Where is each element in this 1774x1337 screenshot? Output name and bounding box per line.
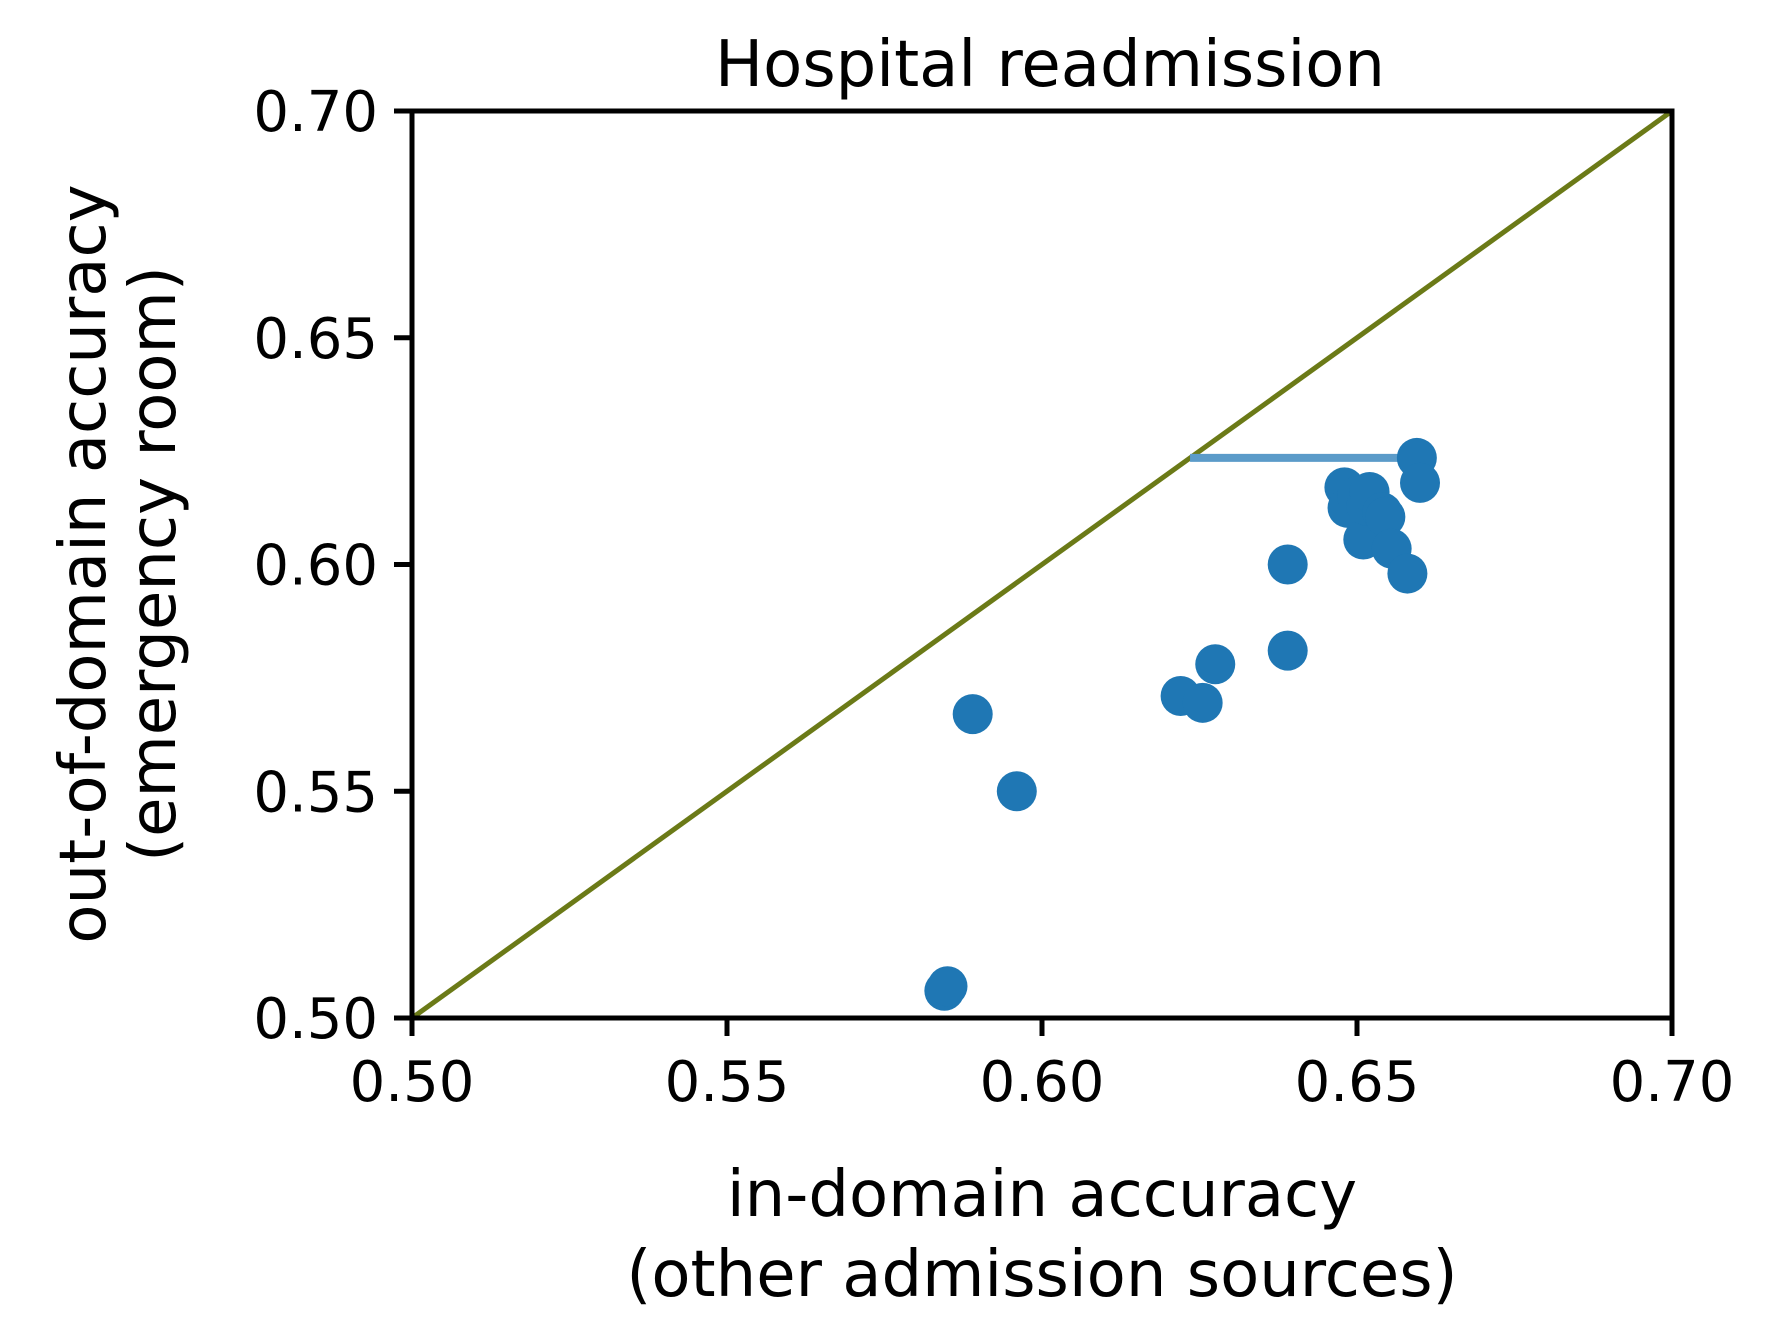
y-axis-label-line-1: out-of-domain accuracy <box>47 184 121 943</box>
plot-area <box>410 108 1674 1021</box>
x-tick-label: 0.60 <box>980 1050 1105 1115</box>
scatter-point <box>1267 544 1308 585</box>
scatter-point <box>1365 496 1406 537</box>
scatter-point <box>1267 630 1308 671</box>
x-axis-ticks: 0.50 0.55 0.60 0.65 0.70 <box>350 1018 1735 1115</box>
y-axis-label-line-2: (emergency room) <box>117 266 191 862</box>
y-tick-label: 0.55 <box>253 760 378 825</box>
x-tick-label: 0.55 <box>665 1050 790 1115</box>
scatter-point <box>1182 682 1223 723</box>
x-axis-label-line-1: in-domain accuracy <box>727 1158 1357 1232</box>
y-axis-ticks: 0.50 0.55 0.60 0.65 0.70 <box>253 80 412 1052</box>
x-axis-label-line-2: (other admission sources) <box>626 1238 1457 1312</box>
scatter-point <box>996 771 1037 812</box>
scatter-point <box>952 694 993 735</box>
diagonal-reference-line <box>410 108 1674 1021</box>
scatter-point <box>1195 644 1236 685</box>
y-tick-label: 0.70 <box>253 80 378 145</box>
x-tick-label: 0.50 <box>350 1050 475 1115</box>
y-tick-label: 0.65 <box>253 307 378 372</box>
x-tick-label: 0.65 <box>1295 1050 1420 1115</box>
y-tick-label: 0.60 <box>253 534 378 599</box>
x-tick-label: 0.70 <box>1610 1050 1735 1115</box>
scatter-point <box>927 966 968 1007</box>
y-tick-label: 0.50 <box>253 987 378 1052</box>
scatter-point <box>1387 553 1428 594</box>
chart-title: Hospital readmission <box>715 28 1385 102</box>
scatter-point <box>1400 462 1440 503</box>
